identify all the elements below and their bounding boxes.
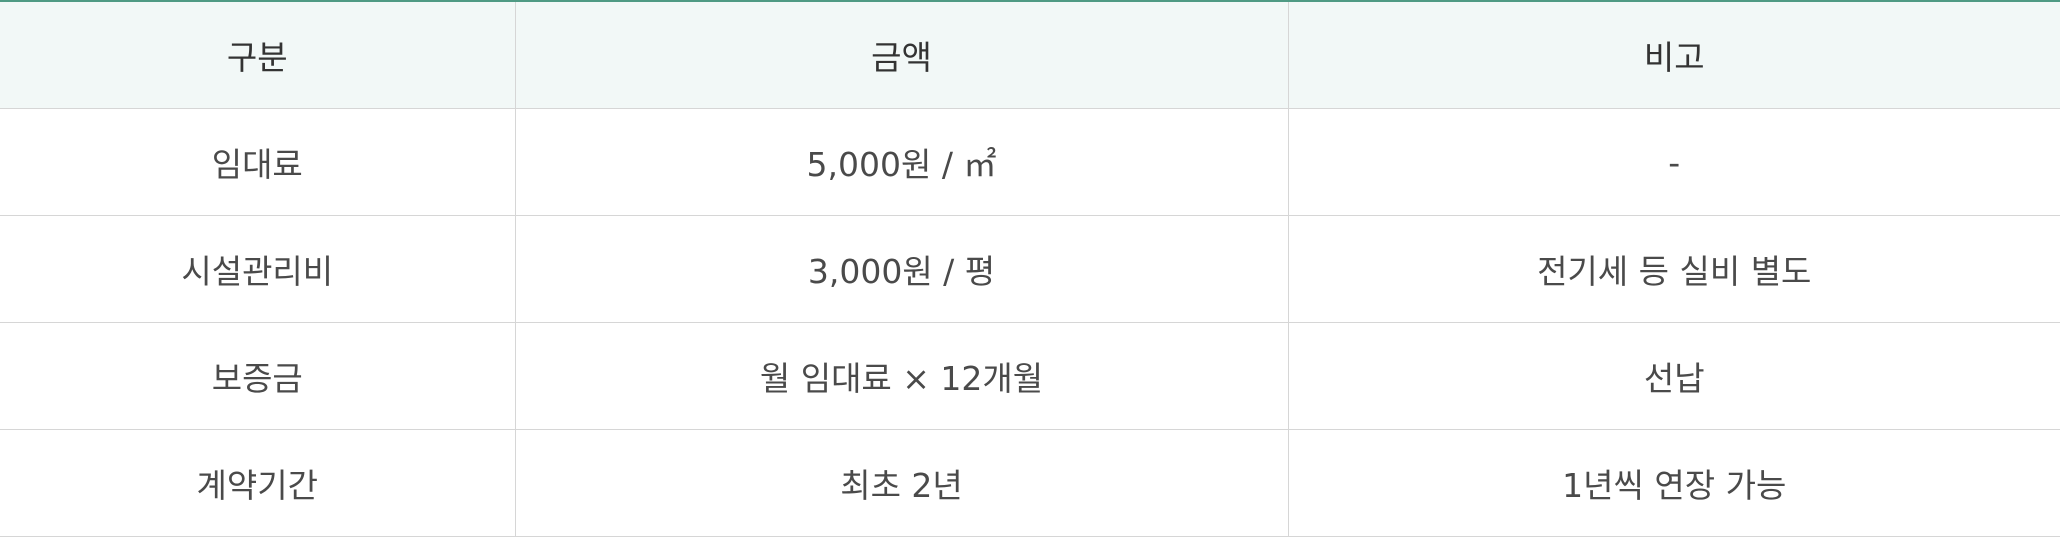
row-amount: 5,000원 / ㎡ [515, 108, 1289, 216]
row-category: 보증금 [0, 322, 516, 430]
header-row: 구분 금액 비고 [0, 1, 2060, 109]
header-amount: 금액 [515, 1, 1289, 109]
table-header: 구분 금액 비고 [0, 1, 2060, 109]
row-remarks: - [1288, 108, 2060, 216]
header-category: 구분 [0, 1, 516, 109]
row-remarks: 전기세 등 실비 별도 [1288, 215, 2060, 323]
row-remarks: 1년씩 연장 가능 [1288, 429, 2060, 537]
table-row: 시설관리비 3,000원 / 평 전기세 등 실비 별도 [0, 215, 2060, 323]
row-amount: 최초 2년 [515, 429, 1289, 537]
row-category: 임대료 [0, 108, 516, 216]
header-remarks: 비고 [1288, 1, 2060, 109]
table-row: 임대료 5,000원 / ㎡ - [0, 108, 2060, 216]
table-body: 임대료 5,000원 / ㎡ - 시설관리비 3,000원 / 평 전기세 등 … [0, 108, 2060, 537]
row-remarks: 선납 [1288, 322, 2060, 430]
table-row: 보증금 월 임대료 × 12개월 선납 [0, 322, 2060, 430]
row-category: 시설관리비 [0, 215, 516, 323]
row-amount: 월 임대료 × 12개월 [515, 322, 1289, 430]
table-row: 계약기간 최초 2년 1년씩 연장 가능 [0, 429, 2060, 537]
row-amount: 3,000원 / 평 [515, 215, 1289, 323]
row-category: 계약기간 [0, 429, 516, 537]
